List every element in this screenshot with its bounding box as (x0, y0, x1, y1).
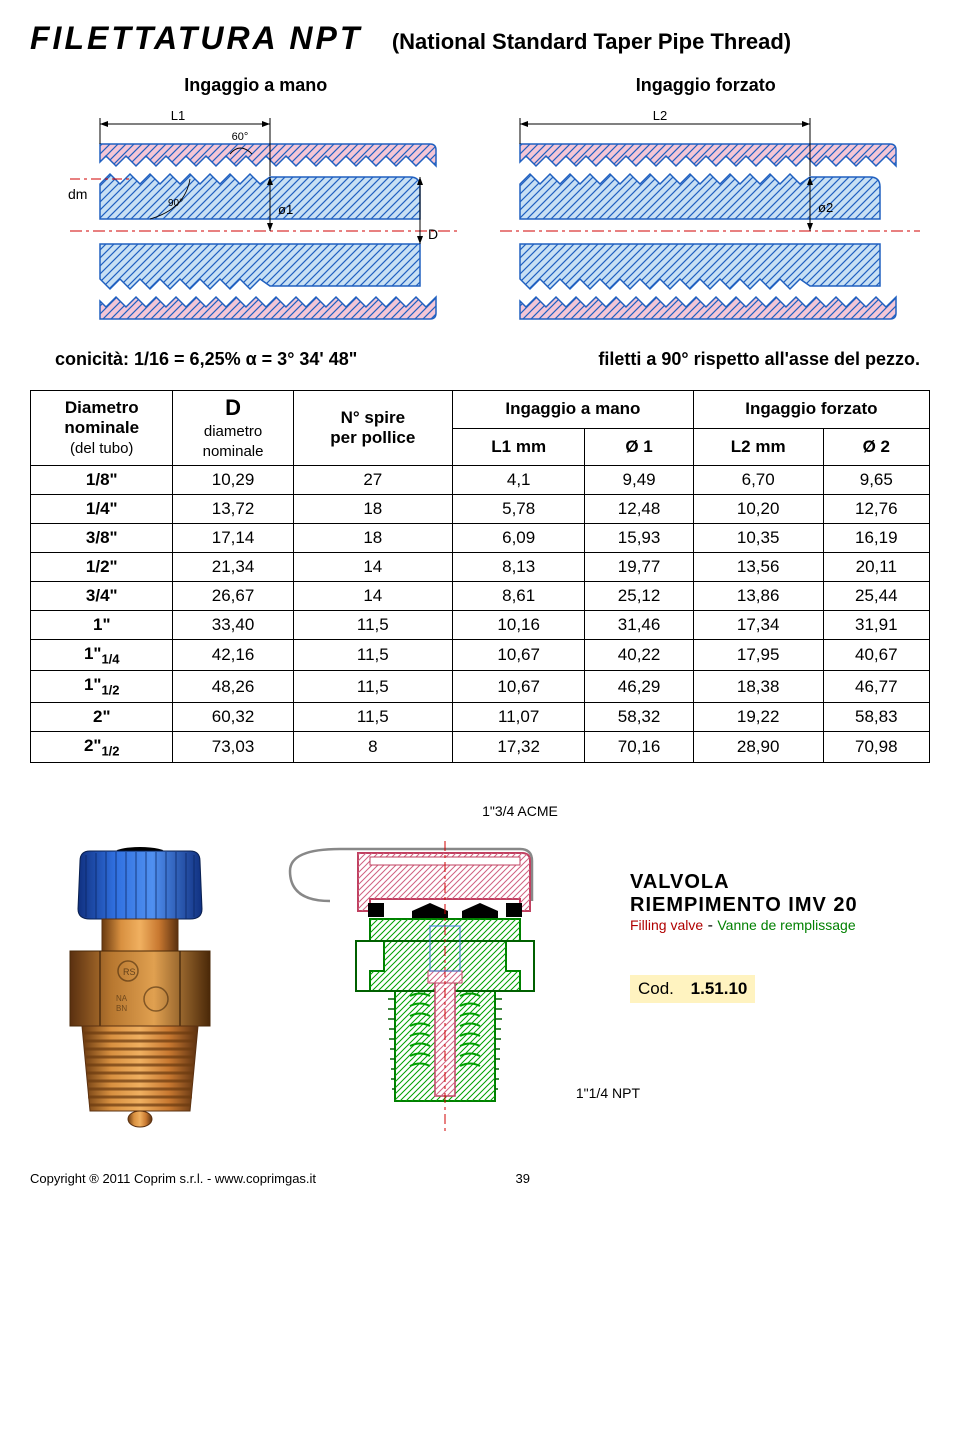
product-translations: Filling valve - Vanne de remplissage (630, 917, 930, 935)
th-forzato: Ingaggio forzato (693, 391, 929, 429)
header: FILETTATURA NPT (National Standard Taper… (30, 20, 930, 57)
npt-label: 1"1/4 NPT (576, 1085, 640, 1101)
th-d: D diametro nominale (173, 391, 293, 466)
th-o2: Ø 2 (823, 428, 929, 466)
diagram-labels-row: Ingaggio a mano Ingaggio forzato (30, 75, 930, 96)
acme-label-row: 1"3/4 ACME (30, 803, 930, 821)
spec-right: filetti a 90° rispetto all'asse del pezz… (598, 349, 920, 370)
svg-text:dm: dm (68, 186, 87, 202)
thread-diagram-left: L1 60° 90° ø1 D dm (30, 104, 470, 324)
table-row: 2"1/273,03817,3270,1628,9070,98 (31, 731, 930, 762)
spec-line: conicità: 1/16 = 6,25% α = 3° 34' 48" fi… (55, 349, 920, 370)
svg-text:NA: NA (116, 994, 128, 1003)
thread-diagram-right: L2 ø2 (490, 104, 930, 324)
product-code: Cod. 1.51.10 (630, 975, 755, 1003)
product-name-2: RIEMPIMENTO IMV 20 (630, 894, 930, 917)
product-info: VALVOLA RIEMPIMENTO IMV 20 Filling valve… (630, 841, 930, 1003)
svg-text:L2: L2 (653, 108, 667, 123)
footer-page-number: 39 (516, 1171, 930, 1186)
svg-text:90°: 90° (168, 198, 183, 209)
cod-label: Cod. (638, 979, 674, 998)
product-name-1: VALVOLA (630, 871, 930, 894)
svg-text:BN: BN (116, 1004, 127, 1013)
table-row: 1"1/442,1611,510,6740,2217,9540,67 (31, 640, 930, 671)
th-o1: Ø 1 (585, 428, 693, 466)
th-mano: Ingaggio a mano (453, 391, 694, 429)
diagram-left-label: Ingaggio a mano (184, 75, 327, 96)
table-row: 1/2"21,34148,1319,7713,5620,11 (31, 553, 930, 582)
fill-en: Filling valve (630, 917, 703, 933)
diagrams-row: L1 60° 90° ø1 D dm (30, 104, 930, 324)
table-row: 2"60,3211,511,0758,3219,2258,83 (31, 702, 930, 731)
table-row: 3/4"26,67148,6125,1213,8625,44 (31, 582, 930, 611)
valve-cutaway: 1"1/4 NPT (270, 841, 610, 1141)
diagram-right-label: Ingaggio forzato (636, 75, 776, 96)
svg-text:RS: RS (123, 967, 136, 977)
footer-copyright: Copyright ® 2011 Coprim s.r.l. - www.cop… (30, 1171, 516, 1186)
cod-value: 1.51.10 (691, 979, 748, 998)
table-row: 1"1/248,2611,510,6746,2918,3846,77 (31, 671, 930, 702)
table-row: 3/8"17,14186,0915,9310,3516,19 (31, 524, 930, 553)
page-subtitle: (National Standard Taper Pipe Thread) (392, 29, 791, 54)
th-diam-nom: Diametro nominale (del tubo) (31, 391, 173, 466)
table-row: 1"33,4011,510,1631,4617,3431,91 (31, 611, 930, 640)
svg-text:60°: 60° (232, 131, 249, 143)
npt-thread-table: Diametro nominale (del tubo) D diametro … (30, 390, 930, 763)
svg-text:ø2: ø2 (818, 200, 833, 215)
dim-l1: L1 (171, 108, 185, 123)
svg-text:D: D (428, 226, 438, 242)
product-section: RS NA BN (30, 841, 930, 1141)
th-l2: L2 mm (693, 428, 823, 466)
footer: Copyright ® 2011 Coprim s.r.l. - www.cop… (30, 1171, 930, 1186)
valve-photo: RS NA BN (30, 841, 250, 1141)
spec-left: conicità: 1/16 = 6,25% α = 3° 34' 48" (55, 349, 357, 370)
table-row: 1/4"13,72185,7812,4810,2012,76 (31, 495, 930, 524)
svg-text:ø1: ø1 (278, 202, 293, 217)
fill-fr: Vanne de remplissage (717, 917, 855, 933)
th-spire: N° spire per pollice (293, 391, 452, 466)
page-title: FILETTATURA NPT (30, 20, 362, 56)
table-row: 1/8"10,29274,19,496,709,65 (31, 466, 930, 495)
acme-label: 1"3/4 ACME (482, 803, 558, 819)
th-l1: L1 mm (453, 428, 585, 466)
